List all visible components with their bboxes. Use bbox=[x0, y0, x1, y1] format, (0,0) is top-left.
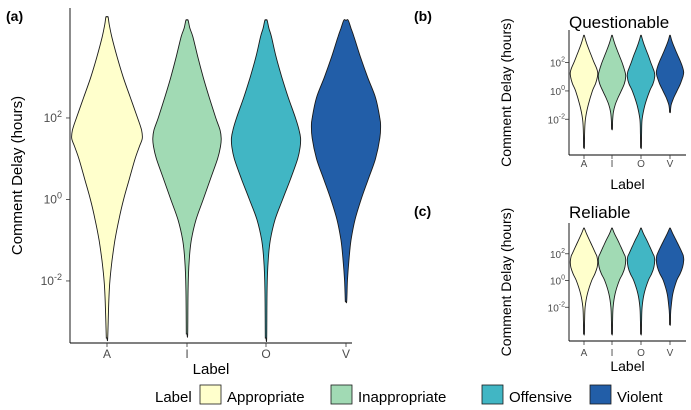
x-tick-label: V bbox=[667, 348, 674, 359]
y-tick-label: 102 bbox=[550, 248, 565, 261]
panel-c-title: Reliable bbox=[569, 203, 630, 222]
x-tick-label: I bbox=[185, 347, 188, 361]
y-tick-label: 100 bbox=[44, 190, 62, 206]
violin-V bbox=[655, 227, 685, 326]
panel-b-title: Questionable bbox=[569, 13, 669, 32]
violin-I bbox=[597, 34, 627, 131]
violin-I bbox=[597, 227, 627, 336]
panel-c-plot: 10-2 100 102 A I O V Label Comment Delay (hours) bbox=[498, 208, 686, 374]
violin-A bbox=[71, 15, 143, 342]
x-tick-label: I bbox=[611, 348, 614, 359]
x-tick-label: I bbox=[611, 159, 614, 170]
violin-A bbox=[569, 227, 599, 336]
legend-swatch-inappropriate bbox=[330, 384, 353, 405]
y-tick-label: 10-2 bbox=[548, 301, 565, 314]
violin-O bbox=[626, 227, 656, 336]
panel-c-tag: (c) bbox=[414, 203, 431, 219]
legend: Label Appropriate Inappropriate Offensiv… bbox=[155, 384, 663, 406]
y-tick-label: 100 bbox=[550, 85, 565, 98]
x-tick-label: A bbox=[581, 159, 588, 170]
legend-swatch-violent bbox=[589, 384, 612, 405]
y-tick-label: 102 bbox=[44, 109, 62, 125]
panel-a-plot: 10-2 100 102 A I O V Label Comment Delay (hours) bbox=[9, 8, 382, 378]
legend-label-violent: Violent bbox=[617, 389, 663, 405]
panel-a-tag: (a) bbox=[6, 8, 23, 24]
x-axis-title: Label bbox=[610, 358, 644, 374]
violin-V bbox=[310, 19, 382, 304]
panel-b-plot: 10-2 100 102 A I O V Label Comment Delay (hours) bbox=[498, 18, 686, 192]
x-tick-label: V bbox=[342, 347, 350, 361]
x-tick-label: V bbox=[667, 159, 674, 170]
violin-V bbox=[655, 34, 685, 114]
y-tick-label: 102 bbox=[550, 57, 565, 70]
legend-swatch-appropriate bbox=[199, 384, 222, 405]
legend-title: Label bbox=[155, 389, 192, 405]
y-axis-title: Comment Delay (hours) bbox=[9, 96, 26, 255]
y-axis-title: Comment Delay (hours) bbox=[498, 18, 514, 167]
violin-O bbox=[626, 34, 656, 150]
y-tick-label: 10-2 bbox=[41, 272, 62, 288]
legend-label-offensive: Offensive bbox=[509, 389, 572, 405]
x-tick-label: A bbox=[103, 347, 111, 361]
y-axis-title: Comment Delay (hours) bbox=[498, 208, 514, 357]
panel-b-tag: (b) bbox=[414, 8, 432, 24]
x-axis-title: Label bbox=[610, 176, 644, 192]
legend-label-appropriate: Appropriate bbox=[227, 389, 305, 405]
x-tick-label: O bbox=[637, 159, 645, 170]
violin-O bbox=[230, 19, 302, 343]
y-tick-label: 100 bbox=[550, 275, 565, 288]
y-tick-label: 10-2 bbox=[548, 113, 565, 126]
legend-label-inappropriate: Inappropriate bbox=[358, 389, 446, 405]
x-axis-title: Label bbox=[193, 361, 230, 378]
legend-swatch-offensive bbox=[481, 384, 504, 405]
violin-A bbox=[569, 34, 599, 150]
violin-I bbox=[152, 19, 222, 338]
x-tick-label: O bbox=[637, 348, 645, 359]
x-tick-label: O bbox=[261, 347, 270, 361]
x-tick-label: A bbox=[581, 348, 588, 359]
